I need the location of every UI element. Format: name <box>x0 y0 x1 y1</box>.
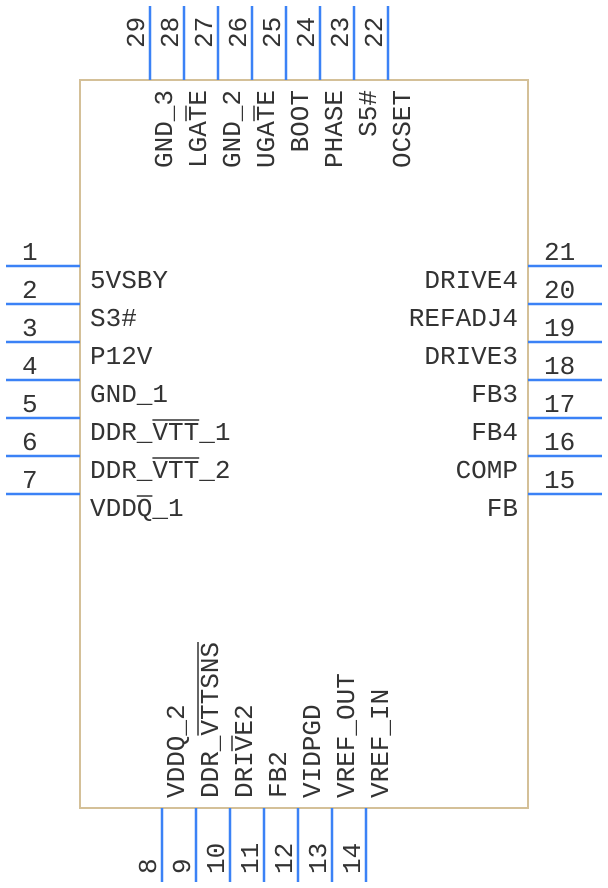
pin-label: DDR_VTTSNS <box>196 642 226 798</box>
pin-label: GND_1 <box>90 380 168 410</box>
pin-label: BOOT <box>286 90 316 152</box>
pin-label: REFADJ4 <box>409 304 518 334</box>
pin-label: GND_2 <box>218 90 248 168</box>
pin-label: COMP <box>456 456 518 486</box>
pin-number: 15 <box>544 466 575 496</box>
pin-number: 5 <box>22 390 38 420</box>
pin-label: FB2 <box>264 751 294 798</box>
pin-number: 18 <box>544 352 575 382</box>
pin-label: S3# <box>90 304 137 334</box>
pin-label: 5VSBY <box>90 266 168 296</box>
pin-number: 24 <box>292 17 322 48</box>
pin-label: VIDPGD <box>298 704 328 798</box>
pinout-svg: 1 5VSBY 2 S3# 3 P12V 4 GND_1 5 DDR_VTT_1 6 DDR_VTT_… <box>0 0 608 888</box>
pin-number: 3 <box>22 314 38 344</box>
pin-number: 1 <box>22 238 38 268</box>
pin-number: 7 <box>22 466 38 496</box>
pin-label: DRIVE2 <box>230 704 260 798</box>
pin-label: PHASE <box>320 90 350 168</box>
pin-number: 27 <box>190 17 220 48</box>
pin-label: VREF_IN <box>366 689 396 798</box>
pin-number: 13 <box>304 843 334 874</box>
pin-label: DDR_VTT_2 <box>90 456 230 486</box>
pin-number: 17 <box>544 390 575 420</box>
pin-label: DDR_VTT_1 <box>90 418 230 448</box>
pin-number: 26 <box>224 17 254 48</box>
pin-label: FB4 <box>471 418 518 448</box>
pin-label: DRIVE4 <box>424 266 518 296</box>
pin-label: VREF_OUT <box>332 673 362 798</box>
pin-label: FB3 <box>471 380 518 410</box>
pin-number: 4 <box>22 352 38 382</box>
pin-number: 6 <box>22 428 38 458</box>
pin-number: 11 <box>236 843 266 874</box>
pin-number: 16 <box>544 428 575 458</box>
pin-number: 25 <box>258 17 288 48</box>
pin-label: FB <box>487 494 518 524</box>
pin-number: 21 <box>544 238 575 268</box>
pin-number: 9 <box>168 858 198 874</box>
pin-number: 2 <box>22 276 38 306</box>
pin-label: LGATE <box>184 90 214 168</box>
pin-number: 14 <box>338 843 368 874</box>
pin-number: 29 <box>122 17 152 48</box>
pin-label: VDDQ_1 <box>90 494 184 524</box>
pin-number: 12 <box>270 843 300 874</box>
pin-number: 22 <box>360 17 390 48</box>
pin-number: 23 <box>326 17 356 48</box>
pin-label: DRIVE3 <box>424 342 518 372</box>
pin-label: UGATE <box>252 90 282 168</box>
pin-label: VDDQ_2 <box>162 704 192 798</box>
pin-number: 10 <box>202 843 232 874</box>
pin-number: 28 <box>156 17 186 48</box>
pin-label: P12V <box>90 342 153 372</box>
pin-label: S5# <box>354 90 384 137</box>
pin-number: 20 <box>544 276 575 306</box>
pin-number: 8 <box>134 858 164 874</box>
pin-label: OCSET <box>388 90 418 168</box>
pin-label: GND_3 <box>150 90 180 168</box>
pin-number: 19 <box>544 314 575 344</box>
